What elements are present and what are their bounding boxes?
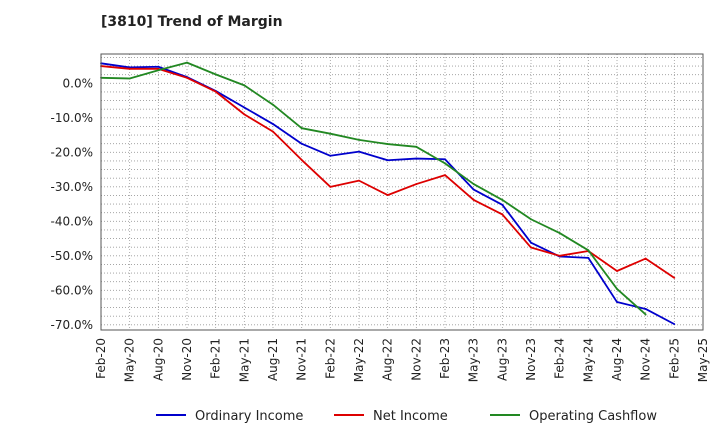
series-layer xyxy=(100,61,676,326)
data-point xyxy=(415,145,418,148)
x-tick-label: May-23 xyxy=(467,338,481,382)
data-point xyxy=(558,232,561,234)
x-tick-label: Nov-23 xyxy=(524,338,538,381)
data-point xyxy=(472,199,475,201)
data-point xyxy=(329,154,332,157)
data-point xyxy=(673,277,676,279)
axis-layer: 0.0% -10.0% -20.0% -30.0% -40.0% -50.0% -60.0%… xyxy=(51,76,710,382)
x-tick-label: Aug-21 xyxy=(266,338,280,381)
data-point xyxy=(501,213,504,216)
x-tick-label: Aug-24 xyxy=(610,338,624,381)
x-tick-label: May-21 xyxy=(237,338,251,382)
y-tick-label: 0.0% xyxy=(63,76,94,90)
data-point xyxy=(472,188,475,191)
grid-layer xyxy=(100,54,704,330)
data-point xyxy=(272,130,274,133)
data-point xyxy=(444,162,446,165)
x-tick-label: Feb-25 xyxy=(667,338,681,379)
data-point xyxy=(243,106,246,109)
data-point xyxy=(501,203,504,206)
series-2 xyxy=(100,61,647,316)
data-point xyxy=(587,249,590,252)
data-point xyxy=(644,313,647,316)
y-tick-label: -70.0% xyxy=(51,318,93,332)
data-point xyxy=(644,308,647,310)
data-point xyxy=(444,174,446,176)
data-point xyxy=(616,288,618,290)
y-tick-label: -40.0% xyxy=(51,214,93,228)
legend-label: Net Income xyxy=(373,409,448,424)
data-point xyxy=(415,157,418,160)
data-point xyxy=(530,241,532,244)
data-point xyxy=(386,143,389,145)
x-tick-label: Aug-23 xyxy=(495,338,509,381)
y-tick-label: -50.0% xyxy=(51,249,93,263)
data-point xyxy=(157,69,160,72)
legend-layer: Ordinary Income Net Income Operating Cashf… xyxy=(156,409,657,424)
x-tick-label: May-24 xyxy=(581,338,595,382)
chart-title: [3810] Trend of Margin xyxy=(101,14,283,30)
x-tick-label: May-22 xyxy=(352,338,366,382)
data-point xyxy=(530,218,532,221)
y-tick-label: -30.0% xyxy=(51,180,93,194)
data-point xyxy=(530,246,532,249)
x-tick-label: Feb-23 xyxy=(438,338,452,379)
x-tick-label: Feb-20 xyxy=(94,338,108,379)
data-point xyxy=(673,323,676,326)
legend-label: Operating Cashflow xyxy=(529,409,657,424)
x-tick-label: Feb-24 xyxy=(553,338,567,379)
data-point xyxy=(616,270,618,272)
x-tick-label: Feb-22 xyxy=(323,338,337,379)
x-tick-label: Nov-22 xyxy=(409,338,423,381)
x-tick-label: Nov-24 xyxy=(639,338,653,381)
data-point xyxy=(186,61,188,64)
x-tick-label: Aug-20 xyxy=(151,338,165,381)
data-point xyxy=(214,73,217,76)
y-tick-label: -10.0% xyxy=(51,111,93,125)
x-tick-label: Aug-22 xyxy=(381,338,395,381)
x-tick-label: Nov-20 xyxy=(180,338,194,381)
data-point xyxy=(128,77,131,80)
x-tick-label: Feb-21 xyxy=(209,338,223,379)
data-point xyxy=(157,65,160,68)
data-point xyxy=(186,76,188,79)
data-point xyxy=(272,123,274,125)
y-tick-label: -20.0% xyxy=(51,145,93,159)
series-line xyxy=(100,61,647,316)
data-point xyxy=(415,183,418,185)
x-tick-label: May-20 xyxy=(123,338,137,382)
data-point xyxy=(214,90,217,93)
data-point xyxy=(300,159,303,161)
data-point xyxy=(358,150,360,153)
data-point xyxy=(358,139,360,141)
data-point xyxy=(128,67,131,70)
data-point xyxy=(272,103,274,106)
x-tick-label: May-25 xyxy=(696,338,710,382)
data-point xyxy=(616,301,618,303)
data-point xyxy=(472,183,475,185)
data-point xyxy=(358,179,360,182)
data-point xyxy=(300,127,303,130)
data-point xyxy=(587,256,590,259)
data-point xyxy=(386,159,389,162)
plot-frame xyxy=(100,53,704,331)
data-point xyxy=(444,158,446,161)
data-point xyxy=(386,194,389,197)
data-point xyxy=(329,185,332,188)
data-point xyxy=(558,254,561,257)
y-tick-label: -60.0% xyxy=(51,283,93,297)
legend-label: Ordinary Income xyxy=(195,409,303,424)
data-point xyxy=(243,84,246,87)
data-point xyxy=(243,113,246,116)
data-point xyxy=(644,257,647,260)
data-point xyxy=(329,132,332,135)
data-point xyxy=(501,199,504,201)
data-point xyxy=(300,142,303,145)
x-tick-label: Nov-21 xyxy=(295,338,309,381)
